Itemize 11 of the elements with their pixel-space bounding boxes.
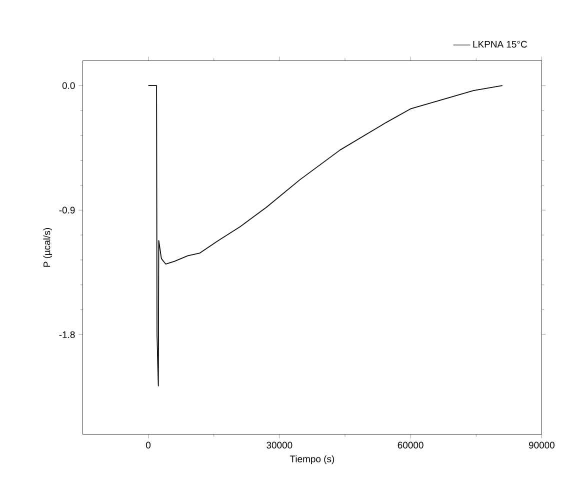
- x-tick-label: 60000: [398, 442, 424, 449]
- x-tick-label: 0: [146, 442, 151, 449]
- y-tick-label: 0.0: [62, 82, 75, 89]
- line-series: [148, 85, 503, 386]
- x-tick-label: 90000: [528, 442, 554, 449]
- x-axis-title: Tiempo (s): [290, 455, 334, 464]
- y-axis-title: P (µcal/s): [43, 228, 52, 267]
- legend-label: LKPNA 15°C: [473, 40, 527, 48]
- y-tick-label: -1.8: [59, 331, 75, 338]
- y-tick-label: -0.9: [59, 206, 75, 214]
- x-tick-label: 30000: [266, 442, 292, 449]
